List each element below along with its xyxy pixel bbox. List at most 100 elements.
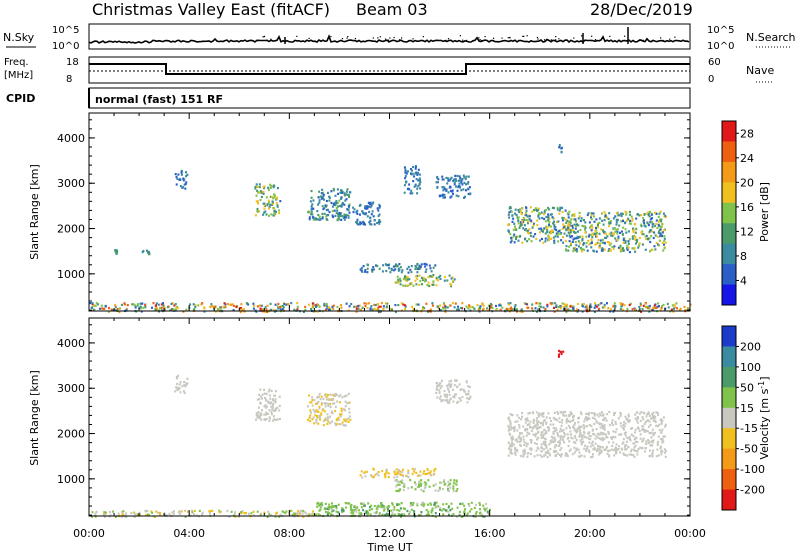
data-cell (250, 512, 253, 515)
data-cell (620, 214, 623, 218)
nave-label: Nave (746, 64, 774, 77)
data-cell (542, 415, 545, 418)
data-cell (530, 452, 532, 455)
data-cell (610, 308, 612, 311)
data-cell (171, 302, 174, 305)
data-cell (532, 419, 535, 422)
data-cell (531, 411, 534, 414)
data-cell (449, 196, 452, 199)
data-cell (637, 417, 640, 420)
data-cell (570, 433, 573, 436)
data-cell (589, 226, 591, 229)
data-cell (553, 239, 556, 242)
data-cell (331, 502, 333, 505)
data-cell (176, 307, 179, 310)
data-cell (446, 279, 449, 282)
data-cell (398, 509, 401, 512)
data-cell (375, 264, 377, 267)
data-cell (543, 213, 545, 216)
data-cell (317, 196, 320, 199)
data-cell (311, 207, 314, 210)
data-cell (416, 192, 419, 195)
data-cell (335, 211, 338, 215)
power-panel (88, 112, 691, 312)
nsearch-dot (509, 37, 511, 39)
data-cell (447, 506, 450, 509)
data-cell (605, 433, 608, 436)
data-cell (583, 435, 586, 438)
data-cell (603, 424, 606, 427)
data-cell (619, 307, 622, 311)
nsearch-dot (354, 37, 357, 40)
data-cell (423, 487, 426, 490)
data-cell (603, 426, 606, 429)
data-cell (508, 426, 511, 429)
data-cell (607, 449, 610, 453)
data-cell (363, 471, 366, 474)
data-cell (414, 488, 417, 491)
data-cell (603, 303, 606, 306)
data-cell (346, 208, 349, 211)
data-cell (630, 450, 633, 453)
data-cell (458, 397, 461, 400)
data-cell (557, 355, 560, 358)
data-cell (571, 437, 574, 440)
data-cell (104, 511, 107, 514)
data-cell (453, 278, 456, 281)
data-cell (652, 439, 655, 442)
data-cell (598, 423, 601, 426)
data-cell (526, 455, 529, 458)
data-cell (540, 229, 543, 232)
data-cell (588, 449, 591, 452)
data-cell (270, 195, 273, 198)
data-cell (577, 309, 580, 312)
data-cell (554, 302, 557, 305)
data-cell (553, 241, 556, 244)
colorbar-band (722, 264, 736, 286)
data-cell (364, 223, 366, 226)
data-cell (160, 303, 163, 306)
nsearch-dot (384, 38, 387, 40)
data-cell (270, 185, 273, 188)
data-cell (467, 307, 470, 310)
data-cell (510, 451, 512, 454)
data-cell (567, 249, 570, 252)
data-cell (466, 401, 469, 404)
data-cell (448, 401, 451, 404)
data-cell (468, 304, 471, 307)
data-cell (598, 451, 601, 454)
data-cell (454, 379, 456, 382)
data-cell (440, 379, 443, 382)
data-cell (380, 302, 383, 305)
data-cell (419, 180, 422, 184)
data-cell (607, 430, 610, 433)
data-cell (483, 507, 486, 510)
data-cell (584, 221, 587, 224)
data-cell (410, 189, 413, 192)
data-cell (566, 454, 569, 458)
data-cell (431, 302, 434, 305)
data-cell (649, 240, 652, 244)
data-cell (438, 276, 441, 279)
data-cell (648, 420, 651, 423)
data-cell (641, 243, 644, 246)
data-cell (175, 183, 178, 186)
data-cell (553, 411, 556, 414)
data-cell (147, 250, 150, 253)
data-cell (265, 417, 268, 421)
data-cell (629, 419, 631, 422)
data-cell (350, 503, 353, 507)
data-cell (338, 401, 341, 404)
data-cell (272, 207, 275, 210)
data-cell (515, 448, 518, 451)
data-cell (413, 470, 416, 473)
data-cell (536, 219, 539, 222)
data-cell (659, 228, 662, 231)
data-cell (148, 253, 151, 256)
data-cell (654, 421, 657, 424)
data-cell (554, 226, 557, 229)
data-cell (265, 406, 268, 409)
data-cell (606, 452, 609, 455)
data-cell (549, 423, 552, 426)
data-cell (562, 308, 565, 311)
